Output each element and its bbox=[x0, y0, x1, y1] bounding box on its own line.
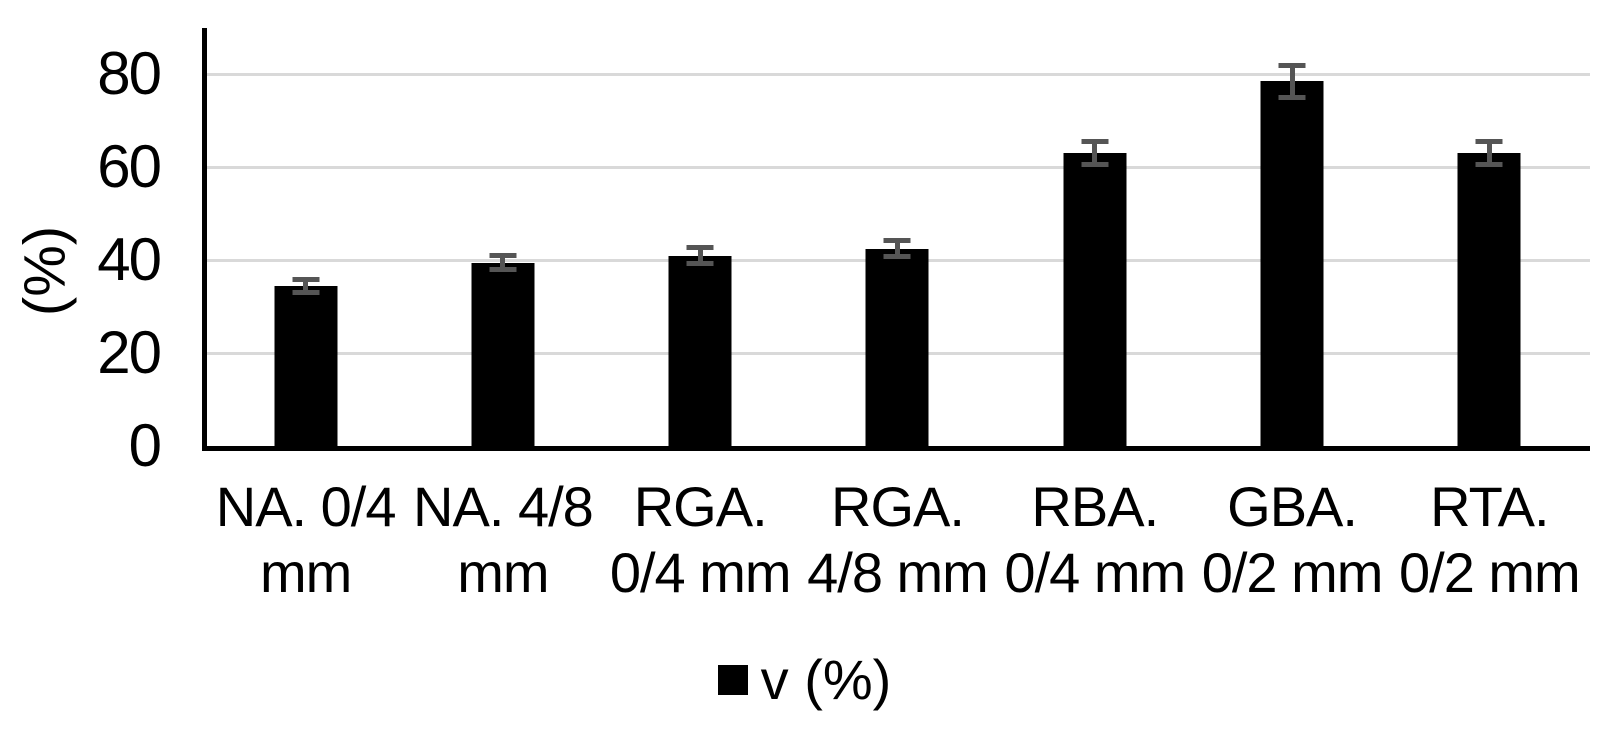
legend-square-marker-icon bbox=[717, 665, 748, 695]
bar-slot bbox=[996, 28, 1193, 446]
x-tick-label: RBA. 0/4 mm bbox=[1004, 475, 1186, 604]
bar-slot bbox=[602, 28, 799, 446]
legend-label: v (%) bbox=[760, 648, 892, 711]
x-tick-label: NA. 0/4 mm bbox=[215, 475, 397, 604]
error-bar bbox=[292, 276, 320, 296]
bar bbox=[1457, 153, 1521, 446]
error-bar bbox=[686, 245, 714, 266]
bar bbox=[668, 255, 732, 446]
error-bar-stem bbox=[303, 276, 309, 296]
x-tick-label: RGA. 0/4 mm bbox=[609, 475, 792, 604]
y-tick-label: 0 bbox=[128, 412, 162, 479]
y-tick-label: 60 bbox=[97, 133, 162, 201]
error-bar bbox=[1278, 62, 1306, 100]
error-bar bbox=[883, 238, 911, 259]
error-bar-stem bbox=[1092, 139, 1098, 168]
x-axis-line bbox=[202, 446, 1590, 451]
error-bar-cap-bottom bbox=[489, 266, 517, 272]
error-bar-cap-bottom bbox=[292, 290, 320, 296]
y-tick-label: 80 bbox=[97, 40, 162, 108]
error-bar-stem bbox=[894, 238, 900, 259]
y-axis-line bbox=[202, 28, 207, 451]
x-tick-label: NA. 4/8 mm bbox=[413, 475, 594, 604]
bar-slot bbox=[207, 28, 404, 446]
error-bar bbox=[489, 253, 517, 272]
x-tick-label: RTA. 0/2 mm bbox=[1398, 475, 1581, 604]
error-bar bbox=[1475, 139, 1503, 168]
bar-slot bbox=[404, 28, 601, 446]
y-tick-label: 20 bbox=[97, 319, 162, 387]
error-bar-stem bbox=[1289, 62, 1295, 100]
x-tick-label: RGA. 4/8 mm bbox=[807, 475, 989, 604]
x-tick-label: GBA. 0/2 mm bbox=[1201, 475, 1384, 604]
bar-slot bbox=[1193, 28, 1390, 446]
y-tick-label: 40 bbox=[97, 226, 162, 294]
bar bbox=[865, 248, 929, 446]
error-bar-cap-bottom bbox=[1081, 162, 1109, 168]
error-bar-stem bbox=[500, 253, 506, 272]
gridline bbox=[207, 166, 1590, 170]
bar bbox=[1260, 81, 1324, 446]
error-bar-cap-bottom bbox=[686, 260, 714, 266]
bar-slot bbox=[1391, 28, 1588, 446]
error-bar-stem bbox=[697, 245, 703, 266]
plot-area bbox=[202, 28, 1590, 451]
error-bar-stem bbox=[1486, 139, 1492, 168]
bar bbox=[274, 285, 338, 446]
bar bbox=[1063, 153, 1127, 446]
gridline bbox=[207, 73, 1590, 77]
error-bar bbox=[1081, 139, 1109, 168]
error-bar-cap-bottom bbox=[1475, 162, 1503, 168]
bar-slot bbox=[799, 28, 996, 446]
bar bbox=[471, 262, 535, 446]
legend: v (%) bbox=[0, 652, 1609, 708]
error-bar-cap-bottom bbox=[1278, 95, 1306, 100]
error-bar-cap-bottom bbox=[883, 253, 911, 259]
